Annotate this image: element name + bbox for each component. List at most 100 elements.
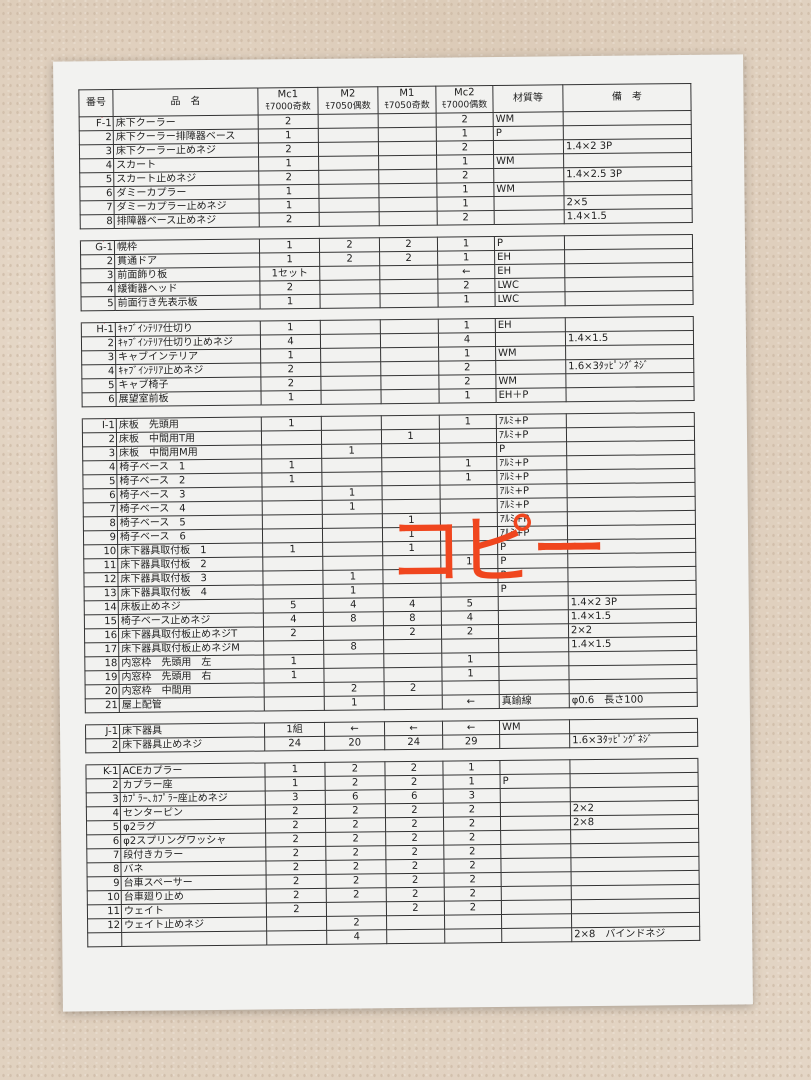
remarks: 1.4×1.5 <box>565 330 694 346</box>
item-name-text: 緩衝器ヘッド <box>117 282 178 295</box>
remarks: 1.4×1.5 <box>568 608 697 624</box>
qty-m1: 2 <box>379 251 438 266</box>
qty-m2: 2 <box>325 803 386 819</box>
material: P <box>493 125 564 141</box>
qty-m2-text: 8 <box>350 640 357 653</box>
item-name-text: 前面飾り板 <box>117 268 168 281</box>
qty-mc2 <box>440 484 498 500</box>
qty-mc2: 2 <box>436 168 494 184</box>
qty-mc2: 2 <box>436 112 494 128</box>
qty-mc2-text: 2 <box>464 375 471 387</box>
col-sublabel: ﾓ7050偶数 <box>325 101 371 112</box>
qty-m1-text: 2 <box>405 252 412 264</box>
item-no-text: 5 <box>107 297 114 309</box>
item-name-text: ダミーカプラー <box>116 186 187 199</box>
qty-m2: 1 <box>321 443 382 459</box>
qty-mc1: 4 <box>260 334 321 349</box>
qty-mc2-text: 2 <box>469 901 477 913</box>
material <box>501 899 572 915</box>
qty-mc1 <box>262 486 323 501</box>
qty-m2 <box>322 513 383 529</box>
qty-m1 <box>380 361 439 376</box>
qty-mc2: 1 <box>441 652 499 668</box>
qty-mc2-text: 1 <box>462 251 470 263</box>
item-no-text: 2 <box>105 131 112 143</box>
qty-m2 <box>321 471 383 487</box>
qty-mc1-text: 1 <box>290 655 298 667</box>
qty-m1-text: 2 <box>410 762 418 774</box>
qty-mc2: 1 <box>436 182 494 198</box>
qty-m1: 2 <box>386 887 445 902</box>
item-name: ｶﾌﾟﾗｰ､ｶﾌﾟﾗｰ座止めネジ <box>120 790 266 807</box>
qty-m2 <box>321 415 382 431</box>
qty-mc2-text: 2 <box>469 873 476 885</box>
qty-m2-text: 6 <box>352 790 359 803</box>
qty-mc1 <box>262 500 323 515</box>
qty-mc1: 2 <box>259 280 320 295</box>
qty-mc2 <box>442 680 500 696</box>
item-no-text: 3 <box>106 269 114 281</box>
item-no-text: 5 <box>109 475 116 487</box>
item-no: 4 <box>86 806 121 821</box>
qty-mc2-text: 2 <box>463 279 470 291</box>
qty-m1-text: 1 <box>407 430 414 442</box>
qty-m1: 2 <box>385 803 444 818</box>
item-name-text: 台車廻り止め <box>123 890 184 903</box>
material: P <box>494 235 565 251</box>
qty-mc1-text: 2 <box>292 833 299 845</box>
material: ｱﾙﾐ+P <box>496 427 567 443</box>
qty-mc1-text: 1 <box>290 669 298 681</box>
header-no: 番号 <box>78 89 114 117</box>
item-no: 8 <box>83 516 118 531</box>
item-name: 床下器具取付板止めネジT <box>118 626 264 643</box>
item-no-text: 8 <box>113 863 120 875</box>
qty-m2-text: 8 <box>350 612 357 625</box>
remarks <box>570 772 699 788</box>
qty-m1: ← <box>384 721 443 736</box>
qty-mc1: 2 <box>266 902 327 917</box>
item-no: 12 <box>87 918 122 933</box>
remarks-text: 1.6×3ﾀｯﾋﾟﾝｸﾞﾈｼﾞ <box>568 359 649 372</box>
qty-mc1-text: 1 <box>288 459 296 471</box>
item-no-text: 12 <box>107 919 121 931</box>
qty-mc2-text: 1 <box>464 389 471 401</box>
qty-m1 <box>379 265 438 280</box>
item-no: 3 <box>80 268 115 283</box>
qty-mc2: 2 <box>437 210 495 226</box>
material <box>498 665 570 681</box>
qty-m2: 2 <box>325 775 386 791</box>
item-name: 前面飾り板 <box>114 266 260 283</box>
qty-m1-text: 2 <box>409 626 416 638</box>
item-name-text: ｷｬﾌﾞｲﾝﾃﾘｱ止めネジ <box>118 364 204 377</box>
item-no-text: 10 <box>103 545 117 557</box>
remarks <box>571 912 700 928</box>
item-name: ｷｬﾌﾞｲﾝﾃﾘｱ止めネジ <box>115 362 261 379</box>
qty-mc2-text: 2 <box>469 859 476 871</box>
qty-m1 <box>378 169 437 184</box>
qty-mc1: 1 <box>258 184 319 199</box>
qty-mc2: 3 <box>443 788 501 804</box>
header-material: 材質等 <box>492 84 564 113</box>
qty-mc1-text: 2 <box>292 875 300 887</box>
qty-m1-text: 2 <box>411 818 418 830</box>
item-no: 21 <box>85 698 120 713</box>
item-name: 床下器具取付板 4 <box>118 584 264 601</box>
qty-mc2: 2 <box>443 830 501 846</box>
material-text: WM <box>496 155 515 167</box>
red-circle-mark <box>85 764 115 779</box>
qty-m1 <box>380 375 439 390</box>
qty-mc2: 2 <box>443 844 501 860</box>
qty-mc1-text: 2 <box>292 805 299 817</box>
qty-m2 <box>323 653 384 669</box>
qty-mc2-text: 2 <box>469 845 476 857</box>
qty-mc1: 1 <box>258 128 319 143</box>
item-name-text: 内窓枠 中間用 <box>121 684 192 697</box>
item-no: 9 <box>83 530 118 545</box>
item-no: 15 <box>84 614 119 629</box>
remarks-text: 1.4×2.5 3P <box>566 168 623 180</box>
material <box>499 733 570 749</box>
item-no: 8 <box>80 214 115 229</box>
qty-mc2: 1 <box>437 292 496 308</box>
remarks: 1.4×1.5 <box>564 208 693 224</box>
material-text: P <box>502 775 509 787</box>
